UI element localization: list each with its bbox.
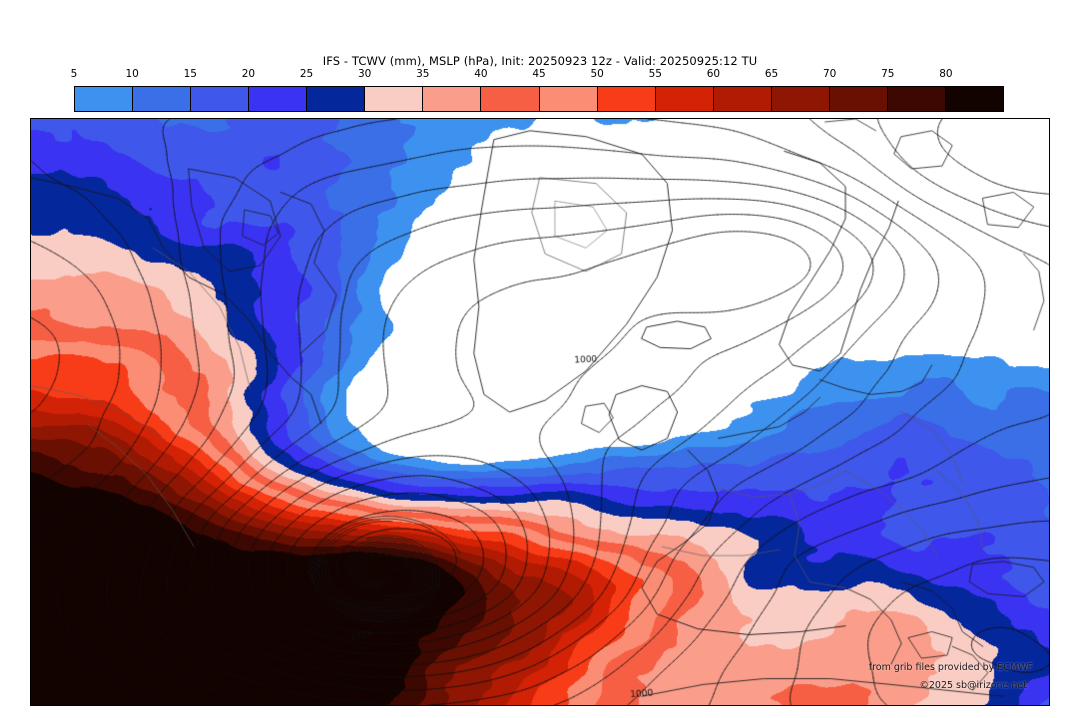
colorbar-swatch-5 (75, 87, 134, 111)
page-title: IFS - TCWV (mm), MSLP (hPa), Init: 20250… (322, 54, 758, 68)
colorbar-tick-80: 80 (939, 68, 953, 80)
colorbar-swatch-25 (307, 87, 366, 111)
colorbar-tick-55: 55 (648, 68, 662, 80)
colorbar-tick-50: 50 (590, 68, 604, 80)
colorbar-swatch-70 (829, 87, 888, 111)
credit-source: from grib files provided by ECMWF (868, 662, 1033, 673)
colorbar-tick-35: 35 (416, 68, 430, 80)
colorbar-swatch-40 (481, 87, 540, 111)
colorbar-tick-5: 5 (70, 68, 78, 80)
colorbar-tick-10: 10 (125, 68, 139, 80)
colorbar-swatch-80 (945, 87, 1003, 111)
colorbar-tick-30: 30 (357, 68, 372, 80)
colorbar-tick-65: 65 (764, 68, 779, 80)
colorbar-swatch-35 (423, 87, 482, 111)
colorbar-tick-labels: 5 10 15 20 25 30 35 40 45 50 55 60 65 70 75 80 (70, 68, 1004, 82)
colorbar-tick-70: 70 (822, 68, 837, 80)
colorbar-swatch-30 (365, 87, 424, 111)
colorbar-tick-75: 75 (881, 68, 895, 80)
colorbar-tick-45: 45 (532, 68, 546, 80)
colorbar-swatches (74, 86, 1004, 112)
map-panel[interactable]: from grib files provided by ECMWF ©2025 … (30, 118, 1050, 706)
colorbar-swatch-10 (133, 87, 192, 111)
colorbar-swatch-50 (597, 87, 656, 111)
colorbar-tick-40: 40 (474, 68, 488, 80)
colorbar-swatch-55 (655, 87, 714, 111)
colorbar-swatch-20 (249, 87, 308, 111)
colorbar-swatch-60 (713, 87, 772, 111)
colorbar-swatch-65 (771, 87, 830, 111)
credit-author: ©2025 sb@irizone.net (919, 680, 1027, 691)
colorbar-swatch-75 (887, 87, 946, 111)
colorbar (74, 86, 1004, 112)
colorbar-swatch-15 (191, 87, 250, 111)
colorbar-tick-15: 15 (183, 68, 197, 80)
colorbar-tick-60: 60 (706, 68, 721, 80)
tcwv-mslp-map[interactable] (31, 119, 1049, 705)
colorbar-tick-20: 20 (241, 68, 256, 80)
colorbar-tick-25: 25 (299, 68, 314, 80)
colorbar-swatch-45 (539, 87, 598, 111)
